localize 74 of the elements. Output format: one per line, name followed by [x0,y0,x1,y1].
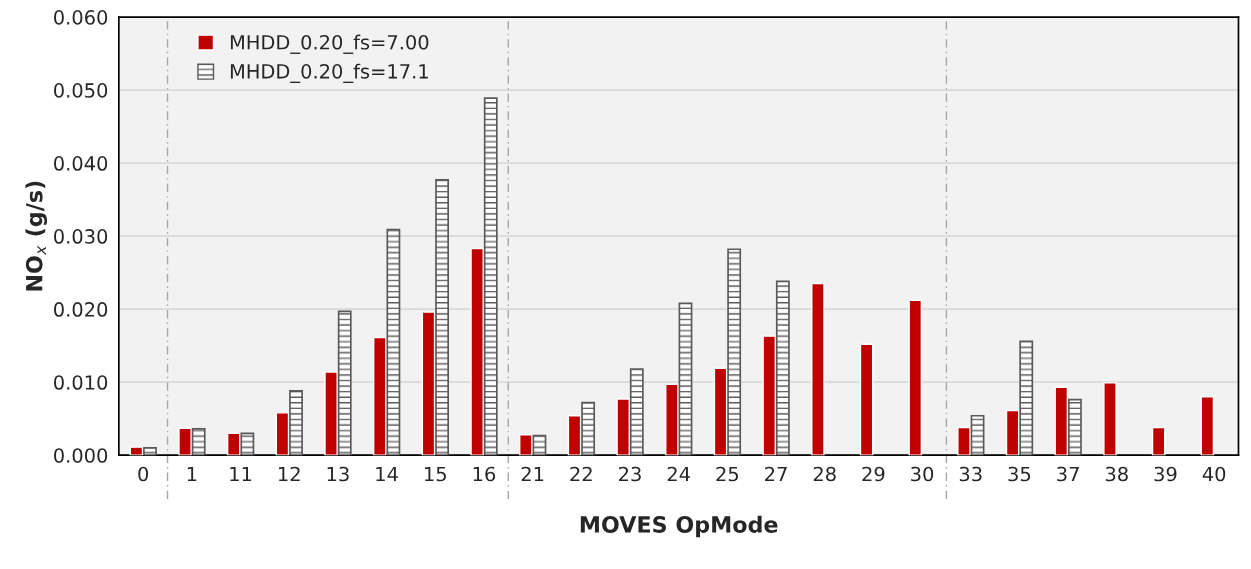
bar [859,343,874,456]
bar [567,415,582,456]
y-tick-label: 0.060 [54,10,108,25]
bar [775,280,790,456]
x-tick-label: 40 [1202,466,1226,482]
bar [386,228,401,456]
legend-label: MHDD_0.20_fs=17.1 [230,63,428,84]
bar [470,247,484,456]
x-tick-label: 22 [570,466,592,482]
bar [629,368,644,456]
bar [581,401,596,456]
bar [678,302,693,456]
bar [143,447,157,456]
y-axis-title: NO$_{x}$ (g/s) [25,181,48,291]
bar [616,398,630,456]
bar [1103,382,1117,456]
x-tick-label: 28 [813,466,836,482]
bar [762,335,776,456]
x-tick-label: 23 [619,466,641,482]
x-tick-label: 27 [765,466,787,482]
bar [519,434,533,456]
bar [178,427,192,456]
x-tick-label: 30 [911,466,934,482]
x-axis-title: MOVES OpMode [580,515,778,538]
x-tick-label: 12 [278,466,300,482]
bar [1054,386,1069,456]
y-tick-label: 0.010 [54,375,108,390]
bar [337,310,352,456]
bar [324,371,338,456]
bar [421,311,436,456]
bar [811,282,825,456]
x-tick-label: 1 [187,466,197,482]
bar [713,367,728,456]
x-tick-label: 15 [425,466,446,482]
x-tick-label: 37 [1057,466,1079,482]
bar [275,412,290,456]
y-tick-label: 0.050 [54,83,108,98]
x-tick-label: 24 [667,466,690,482]
bar [129,446,144,456]
bar [727,248,742,456]
bar [191,428,206,456]
bar [1068,398,1082,456]
bar [226,432,241,456]
y-tick-label: 0.020 [54,302,108,317]
bar [483,97,498,456]
x-tick-label: 39 [1154,466,1177,482]
y-tick-label: 0.040 [54,156,108,171]
x-tick-label: 38 [1105,466,1128,482]
bar [970,414,985,456]
bar [240,432,255,456]
legend-label: MHDD_0.20_fs=7.00 [230,34,429,54]
x-tick-label: 29 [862,466,885,482]
bar [532,434,547,456]
y-tick-label: 0.030 [54,229,108,244]
bar [435,179,450,456]
x-tick-label: 35 [1008,466,1031,482]
x-tick-label: 16 [473,466,496,482]
bar [665,383,679,456]
bar [1151,426,1166,456]
x-tick-label: 14 [376,466,398,482]
bar [908,299,923,456]
x-tick-label: 13 [327,466,349,482]
x-tick-label: 11 [230,466,252,482]
bar [289,390,303,456]
x-tick-label: 33 [959,466,982,482]
bar [1019,340,1034,456]
bar [1200,396,1215,456]
x-tick-label: 21 [521,466,544,482]
y-tick-label: 0.000 [54,448,108,463]
x-tick-label: 0 [138,466,149,482]
bar [957,426,971,456]
x-tick-label: 25 [716,466,739,482]
bar [372,336,387,456]
bar [1005,409,1020,456]
